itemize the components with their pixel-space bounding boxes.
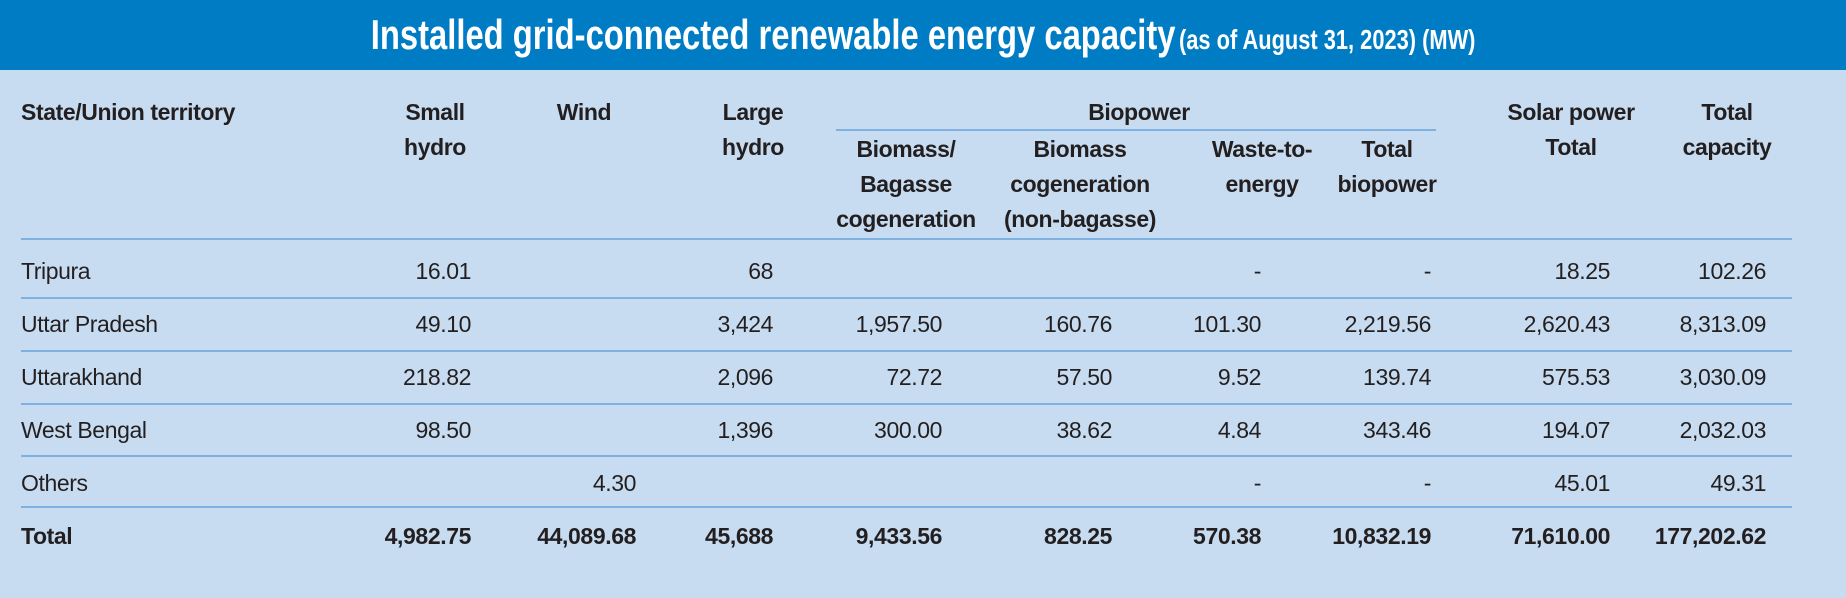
table-row-cell: 101.30 [1193,311,1261,337]
table-row-cell: 38.62 [1056,417,1112,443]
table-row-cell: 160.76 [1044,311,1112,337]
header-line: cogeneration [1010,171,1150,197]
table-row-cell: - [1253,258,1262,284]
table-row-label: Tripura [21,258,91,284]
table-row-cell: 575.53 [1542,364,1610,390]
table-row-cell: 18.25 [1554,258,1610,284]
total-row-cell: 570.38 [1193,523,1261,549]
table-row-cell: - [1253,470,1262,496]
total-row-cell: 71,610.00 [1511,523,1610,549]
header-line: Total [1701,99,1753,125]
header-total-capacity: Total capacity [1617,95,1837,165]
row-rule [21,350,1792,352]
table-row-cell: 45.01 [1554,470,1610,496]
header-rule [21,238,1792,240]
table-row-cell: 49.31 [1710,470,1766,496]
table-row-cell: 102.26 [1698,258,1766,284]
header-small-hydro: Small hydro [325,95,545,165]
table-row-cell: 68 [748,258,773,284]
table-row-cell: - [1423,470,1432,496]
table-row-cell: 98.50 [415,417,471,443]
total-row-cell: 45,688 [705,523,773,549]
table-row-cell: 16.01 [415,258,471,284]
header-line: Total [1545,134,1597,160]
row-rule [21,297,1792,299]
total-row-cell: 44,089.68 [537,523,636,549]
header-biomass-nonbagasse: Biomass cogeneration (non-bagasse) [970,132,1190,237]
header-line: biopower [1337,171,1437,197]
header-line: Biomass/ [856,136,956,162]
table-row-label: Uttarakhand [21,364,142,390]
header-line: energy [1225,171,1299,197]
total-row-label: Total [21,523,73,549]
table-row-label: Others [21,470,88,496]
header-line: Small [405,99,465,125]
header-line: (non-bagasse) [1004,206,1156,232]
total-row-cell: 9,433.56 [855,523,943,549]
table-row-cell: 8,313.09 [1679,311,1767,337]
table-row-cell: 2,620.43 [1523,311,1611,337]
table-row-cell: 3,030.09 [1679,364,1767,390]
table-subtitle: (as of August 31, 2023) (MW) [1178,24,1476,55]
header-line: Waste-to- [1211,136,1313,162]
table-row-cell: 4.30 [592,470,637,496]
table-row-cell: 343.46 [1363,417,1431,443]
table-row-cell: 72.72 [886,364,942,390]
table-row-cell: 4.84 [1217,417,1262,443]
table-row-cell: 218.82 [403,364,471,390]
table-row-cell: 2,219.56 [1344,311,1432,337]
table-row-cell: 57.50 [1056,364,1112,390]
header-line: Wind [556,99,612,125]
header-line: Total [1361,136,1413,162]
header-biopower: Biopower [1088,99,1190,125]
row-rule [21,403,1792,405]
total-row-cell: 177,202.62 [1654,523,1767,549]
total-row-cell: 828.25 [1044,523,1112,549]
table-title-banner: Installed grid-connected renewable energ… [0,0,1846,70]
header-line: Large [722,99,784,125]
header-waste-to-energy: Waste-to-energy [1152,132,1372,202]
header-line: capacity [1682,134,1772,160]
table-row-cell: 2,032.03 [1679,417,1767,443]
table-title: Installed grid-connected renewable energ… [370,11,1176,58]
biopower-rule [836,129,1436,131]
table-row-cell: 3,424 [717,311,773,337]
header-line: hydro [722,134,784,160]
table-row-cell: 1,957.50 [855,311,943,337]
header-line: Biomass [1033,136,1127,162]
header-large-hydro: Large hydro [643,95,863,165]
table-row-cell: 194.07 [1542,417,1610,443]
header-biomass-bagasse: Biomass/Bagasse cogeneration [796,132,1016,237]
table-row-cell: 139.74 [1363,364,1431,390]
header-wind: Wind [474,95,694,130]
table-row-cell: 2,096 [717,364,773,390]
row-rule [21,455,1792,457]
table-row-label: Uttar Pradesh [21,311,158,337]
header-line: Solar power [1507,99,1635,125]
table-row-label: West Bengal [21,417,147,443]
table-row-cell: 300.00 [874,417,942,443]
total-row-cell: 4,982.75 [384,523,472,549]
table-row-cell: 1,396 [717,417,773,443]
header-state: State/Union territory [21,99,235,125]
total-row-cell: 10,832.19 [1332,523,1431,549]
header-line: cogeneration [836,206,976,232]
table-row-cell: 49.10 [415,311,471,337]
header-line: hydro [404,134,466,160]
header-line: Bagasse [860,171,952,197]
table-row-cell: 9.52 [1217,364,1262,390]
header-total-biopower: Total biopower [1277,132,1497,202]
row-rule [21,506,1792,508]
table-row-cell: - [1423,258,1432,284]
header-solar-total: Solar power Total [1461,95,1681,165]
